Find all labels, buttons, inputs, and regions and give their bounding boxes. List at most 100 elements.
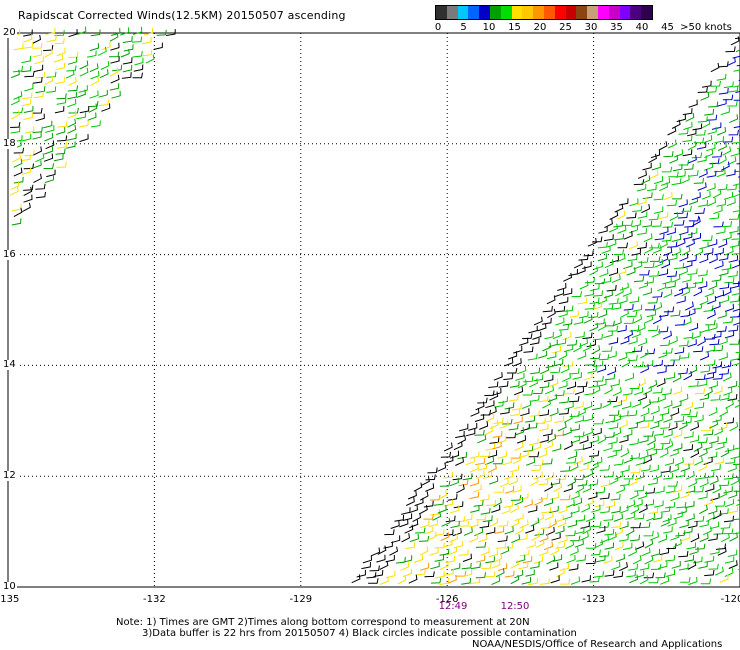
wind-barb (699, 254, 709, 264)
wind-barb (681, 206, 692, 212)
wind-barb (707, 451, 718, 459)
wind-barb (688, 478, 698, 488)
legend-label: 10 (482, 22, 496, 33)
wind-barb (662, 221, 673, 228)
wind-barb (509, 464, 520, 473)
wind-barb (405, 497, 415, 506)
wind-barb (613, 459, 624, 466)
wind-barb (597, 242, 608, 249)
wind-barb (89, 90, 99, 99)
wind-barb (640, 364, 650, 374)
wind-barb (605, 500, 616, 509)
wind-barb (630, 505, 640, 515)
wind-barb (570, 506, 580, 515)
wind-barb (408, 505, 418, 514)
wind-barb (554, 514, 564, 523)
wind-barb (619, 435, 629, 443)
wind-barb (533, 496, 543, 506)
wind-barb (581, 575, 591, 583)
wind-barb (21, 65, 32, 73)
wind-barb (629, 296, 640, 304)
wind-barb (420, 520, 430, 529)
wind-barb (547, 393, 558, 403)
wind-barb (689, 546, 699, 555)
wind-barb (603, 330, 613, 339)
wind-barb (79, 106, 90, 114)
wind-barb (621, 358, 631, 368)
wind-barb (659, 340, 671, 347)
wind-barb (109, 32, 119, 42)
wind-barb (614, 233, 625, 241)
wind-barb (469, 451, 480, 459)
wind-barb (711, 464, 721, 472)
wind-barb (35, 191, 46, 199)
wind-barb (571, 291, 582, 298)
wind-barb (716, 168, 726, 178)
wind-barb (433, 499, 444, 506)
wind-barb (732, 189, 740, 198)
wind-barb (538, 493, 549, 501)
wind-barb (134, 57, 144, 66)
wind-barb (533, 471, 543, 480)
wind-barb (698, 448, 708, 458)
legend-label: 40 (635, 22, 649, 33)
wind-barb (608, 267, 619, 276)
wind-barb (672, 539, 682, 548)
wind-barb (510, 518, 520, 528)
wind-barb (617, 325, 627, 333)
wind-barb (671, 274, 681, 283)
wind-barb (702, 526, 712, 536)
wind-barb (704, 387, 713, 397)
wind-barb (706, 183, 716, 192)
wind-barb (469, 491, 480, 499)
wind-barb (648, 270, 660, 277)
wind-barb (463, 527, 473, 536)
wind-barb (709, 436, 719, 444)
wind-barb (648, 577, 659, 584)
wind-barb (535, 538, 545, 548)
wind-barb (453, 540, 464, 549)
wind-barb (638, 280, 649, 289)
wind-barb (604, 385, 613, 395)
wind-barb (492, 387, 502, 396)
wind-barb (603, 555, 613, 564)
wind-barb (458, 479, 469, 487)
wind-barb (504, 485, 515, 494)
wind-barb (648, 507, 659, 515)
wind-barb (646, 512, 656, 522)
wind-barb (642, 192, 653, 200)
wind-barb (723, 473, 734, 480)
wind-barb (711, 275, 722, 282)
wind-barb (579, 338, 589, 348)
legend-labels: 0 5 10 15 20 25 30 35 40 45 >50 knots (435, 20, 732, 34)
legend-swatch (565, 6, 577, 19)
x-tick-label: -126 (435, 594, 459, 605)
wind-barb (34, 56, 44, 65)
wind-barb (592, 403, 602, 411)
wind-barb (439, 480, 451, 487)
wind-barb (573, 259, 583, 269)
wind-barb (24, 83, 34, 92)
wind-barb (599, 550, 610, 558)
wind-barb (679, 227, 689, 236)
wind-barb (663, 430, 673, 438)
wind-barb (423, 500, 434, 508)
wind-barb (630, 522, 641, 529)
wind-barb (724, 498, 735, 508)
wind-barb (110, 42, 120, 51)
wind-barb (569, 310, 579, 318)
wind-barb (654, 500, 664, 508)
wind-barb (644, 348, 656, 355)
wind-barb (711, 301, 721, 311)
wind-barb (550, 478, 561, 486)
wind-barb (551, 346, 561, 354)
wind-barb (574, 386, 585, 395)
wind-barb (454, 516, 466, 523)
wind-barb (682, 417, 692, 425)
wind-barb (727, 463, 737, 473)
wind-barb (565, 457, 577, 464)
wind-barb (673, 149, 684, 158)
wind-barb (502, 418, 513, 425)
wind-barb (610, 493, 621, 501)
wind-barb (421, 476, 430, 486)
